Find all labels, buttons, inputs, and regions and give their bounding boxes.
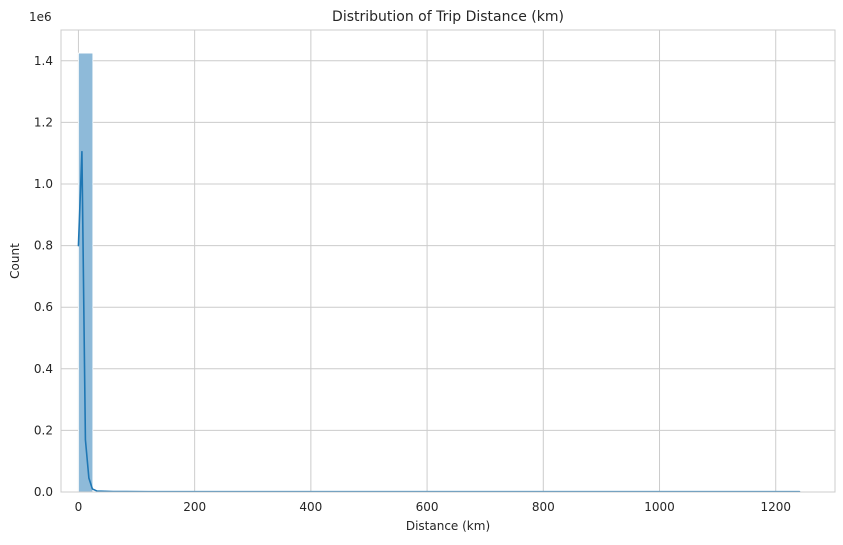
x-tick-label: 1200 xyxy=(760,500,791,514)
y-tick-label: 1.4 xyxy=(34,54,53,68)
plot-background xyxy=(61,30,835,492)
x-tick-label: 0 xyxy=(75,500,83,514)
plot-frame xyxy=(60,29,836,493)
plot-area xyxy=(60,29,836,493)
grid-lines xyxy=(61,30,835,493)
y-tick-label: 0.4 xyxy=(34,362,53,376)
chart-title: Distribution of Trip Distance (km) xyxy=(332,9,564,25)
x-axis-label: Distance (km) xyxy=(406,519,490,533)
x-axis-ticks: 0 200 400 600 800 1000 1200 xyxy=(75,500,791,514)
y-tick-label: 0.2 xyxy=(34,423,53,437)
x-tick-label: 400 xyxy=(299,500,322,514)
y-tick-label: 1.0 xyxy=(34,177,53,191)
x-tick-label: 800 xyxy=(532,500,555,514)
x-tick-label: 200 xyxy=(183,500,206,514)
y-axis-offset-label: 1e6 xyxy=(29,10,52,24)
y-tick-label: 1.2 xyxy=(34,115,53,129)
plot-border xyxy=(60,29,836,493)
x-tick-label: 600 xyxy=(416,500,439,514)
y-tick-label: 0.0 xyxy=(34,485,53,499)
x-tick-label: 1000 xyxy=(644,500,675,514)
y-tick-label: 0.8 xyxy=(34,239,53,253)
y-tick-label: 0.6 xyxy=(34,300,53,314)
y-axis-ticks: 0.0 0.2 0.4 0.6 0.8 1.0 1.2 1.4 xyxy=(34,54,53,499)
y-axis-label: Count xyxy=(8,243,22,279)
